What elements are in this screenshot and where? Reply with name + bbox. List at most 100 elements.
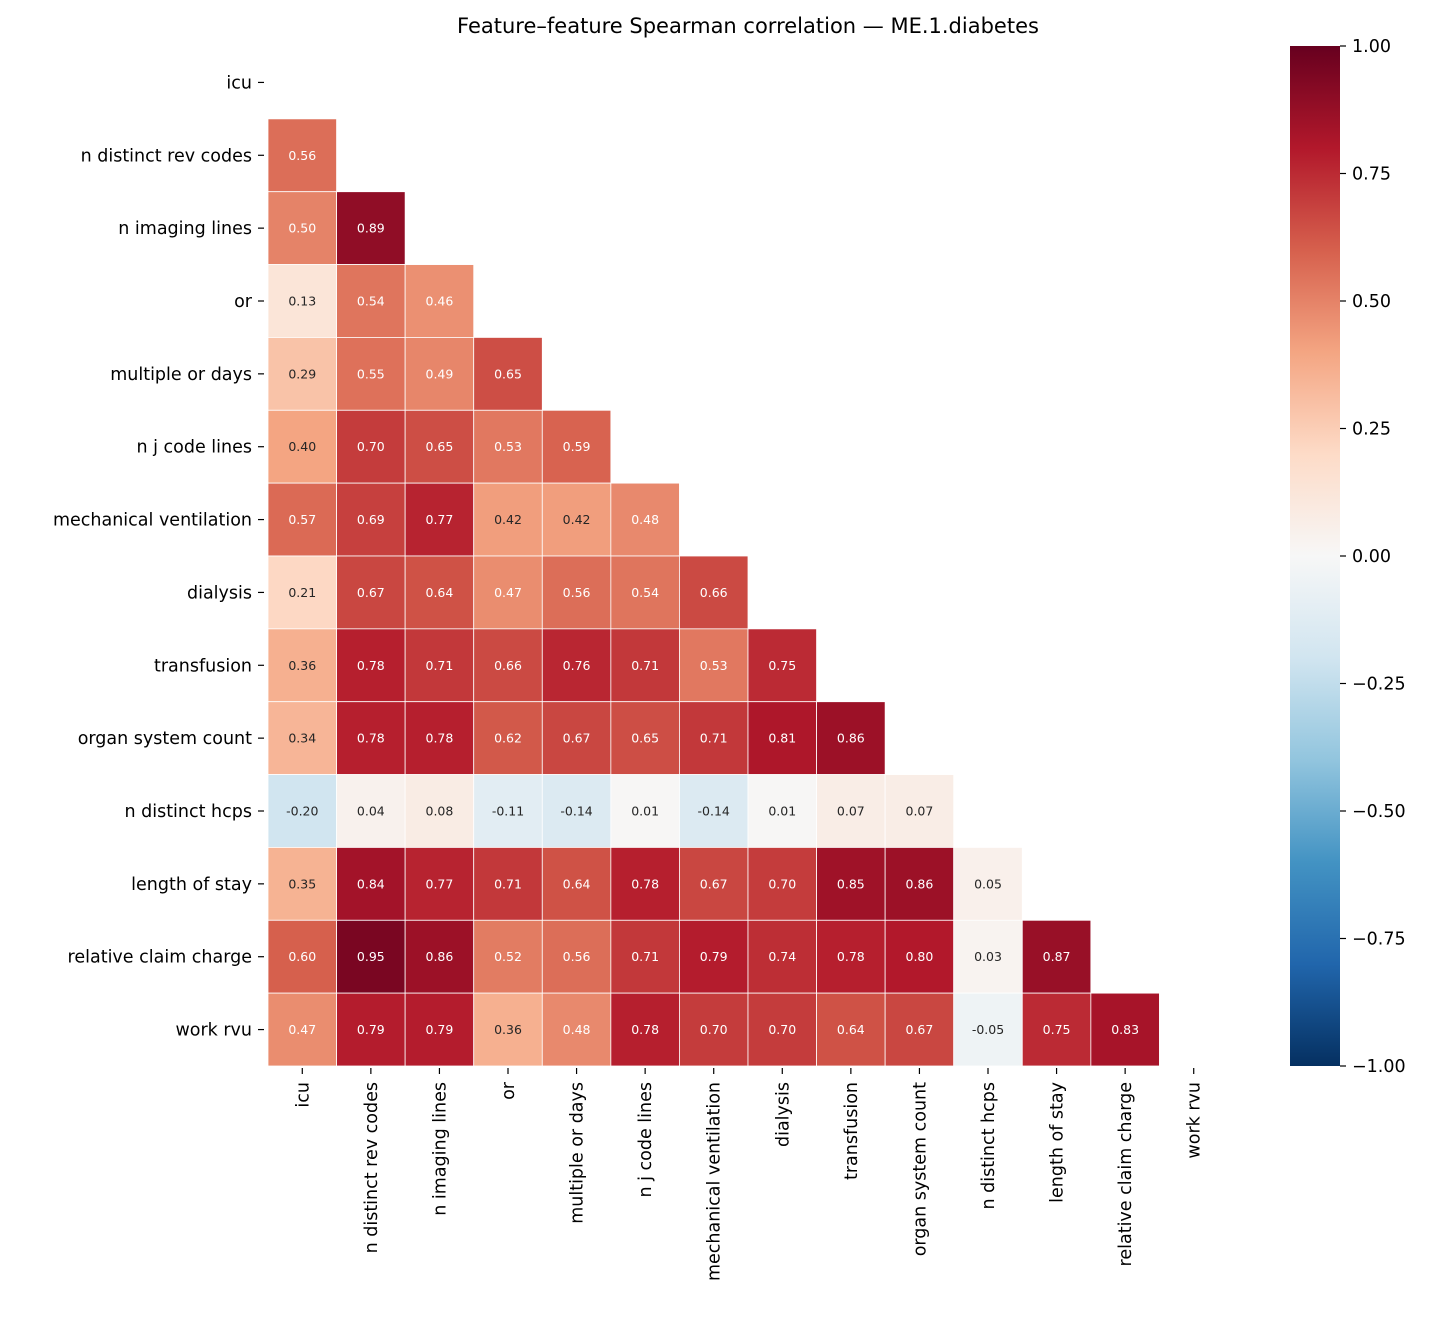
heatmap-cell xyxy=(747,992,817,1067)
colorbar-ticks: 1.00 0.75 0.50 0.25 0.00 −0.25 −0.50 −0.75 −1.00 xyxy=(1340,37,1406,1077)
cell-annotation: 0.13 xyxy=(288,294,316,309)
cell-annotation: 0.86 xyxy=(906,876,934,891)
cell-annotation: 0.79 xyxy=(357,1022,385,1037)
heatmap-cell xyxy=(267,992,337,1067)
heatmap-cell xyxy=(816,992,886,1067)
heatmap-cell xyxy=(747,919,817,994)
heatmap-cell xyxy=(541,409,612,484)
heatmap-cell xyxy=(473,555,543,630)
x-tick-label: n distinct hcps xyxy=(979,1082,999,1210)
cell-annotation: 0.64 xyxy=(426,585,454,600)
heatmap-cell xyxy=(473,409,543,484)
heatmap-cell xyxy=(267,191,337,265)
heatmap-cell xyxy=(404,774,475,848)
heatmap-cell xyxy=(336,701,406,775)
heatmap-cell xyxy=(816,847,886,921)
cell-annotation: 0.67 xyxy=(906,1022,934,1037)
heatmap-cell xyxy=(816,701,886,775)
cell-annotation: 0.70 xyxy=(768,1022,796,1037)
x-tick-label: n distinct rev codes xyxy=(362,1082,382,1253)
y-tick-label: n j code lines xyxy=(136,438,252,458)
heatmap-cell xyxy=(610,774,680,848)
heatmap-cell xyxy=(747,774,817,848)
heatmap-cell xyxy=(1090,992,1160,1067)
cell-annotation: 0.71 xyxy=(426,658,454,673)
heatmap-cell xyxy=(473,847,543,921)
heatmap-cell xyxy=(404,264,475,338)
cell-annotation: -0.14 xyxy=(560,804,592,819)
cell-annotation: 0.56 xyxy=(563,585,591,600)
colorbar-tick-label: −0.25 xyxy=(1352,675,1406,695)
cell-annotation: 0.64 xyxy=(563,876,591,891)
heatmap-cell xyxy=(679,919,749,994)
cell-annotation: 0.95 xyxy=(357,949,385,964)
cell-annotation: 0.40 xyxy=(288,439,316,454)
cell-annotation: 0.47 xyxy=(288,1022,316,1037)
heatmap-cell xyxy=(541,482,612,557)
cell-annotation: 0.64 xyxy=(837,1022,865,1037)
colorbar-tick-label: 0.75 xyxy=(1352,165,1391,185)
heatmap-cell xyxy=(404,919,475,994)
heatmap-cell xyxy=(953,992,1023,1067)
cell-annotation: 0.48 xyxy=(631,512,659,527)
x-tick-label: multiple or days xyxy=(568,1082,588,1224)
heatmap-cell xyxy=(404,409,475,484)
heatmap-cell xyxy=(404,992,475,1067)
cell-annotation: 0.70 xyxy=(357,439,385,454)
cell-annotation: 0.78 xyxy=(426,731,454,746)
cell-annotation: 0.50 xyxy=(288,221,316,236)
cell-annotation: 0.71 xyxy=(494,876,522,891)
heatmap-cell xyxy=(404,628,475,703)
cell-annotation: 0.86 xyxy=(837,731,865,746)
cell-annotation: -0.14 xyxy=(698,804,730,819)
heatmap-cell xyxy=(884,992,955,1067)
cell-annotation: -0.20 xyxy=(286,804,318,819)
cell-annotation: 0.21 xyxy=(288,585,316,600)
cell-annotation: 0.07 xyxy=(906,804,934,819)
y-tick-label: dialysis xyxy=(187,583,252,603)
heatmap-cell xyxy=(953,919,1023,994)
cell-annotation: 0.67 xyxy=(563,731,591,746)
heatmap-cell xyxy=(473,701,543,775)
cell-annotation: -0.05 xyxy=(972,1022,1004,1037)
cell-annotation: 0.67 xyxy=(700,876,728,891)
cell-annotation: 0.48 xyxy=(563,1022,591,1037)
x-tick-label: work rvu xyxy=(1185,1082,1205,1159)
cell-annotation: 0.75 xyxy=(768,658,796,673)
x-tick-label: relative claim charge xyxy=(1116,1082,1136,1266)
cell-annotation: 0.55 xyxy=(357,366,385,381)
cell-annotation: 0.29 xyxy=(288,366,316,381)
cell-annotation: 0.36 xyxy=(288,658,316,673)
x-tick-label: n j code lines xyxy=(636,1082,656,1198)
cell-annotation: 0.77 xyxy=(426,512,454,527)
heatmap-cell xyxy=(610,992,680,1067)
x-axis-labels: icu n distinct rev codes n imaging lines or… xyxy=(293,1068,1205,1281)
colorbar-tick-label: 0.00 xyxy=(1352,547,1391,567)
heatmap-cell xyxy=(267,482,337,557)
colorbar-tick-label: −0.75 xyxy=(1352,930,1406,950)
heatmap-cell xyxy=(1021,919,1092,994)
cell-annotation: 0.42 xyxy=(494,512,522,527)
cell-annotation: 0.78 xyxy=(837,949,865,964)
cell-annotation: 0.71 xyxy=(631,658,659,673)
cell-annotation: 0.56 xyxy=(288,148,316,163)
cell-annotation: 0.80 xyxy=(906,949,934,964)
heatmap-cell xyxy=(816,774,886,848)
cell-annotation: 0.05 xyxy=(974,876,1002,891)
cell-annotation: 0.87 xyxy=(1043,949,1071,964)
y-tick-label: transfusion xyxy=(154,656,252,676)
cell-annotation: 0.56 xyxy=(563,949,591,964)
heatmap-cell xyxy=(267,774,337,848)
heatmap-cell xyxy=(336,482,406,557)
heatmap-cells: 0.56 0.50 0.89 0.13 0.54 0.46 0.29 0.55 0.49 0.65… xyxy=(267,118,1160,1067)
y-tick-label: or xyxy=(234,292,253,312)
heatmap-cell xyxy=(267,118,337,193)
cell-annotation: 0.70 xyxy=(700,1022,728,1037)
cell-annotation: 0.53 xyxy=(494,439,522,454)
y-tick-label: relative claim charge xyxy=(68,948,252,968)
cell-annotation: 0.83 xyxy=(1111,1022,1139,1037)
x-tick-label: organ system count xyxy=(910,1082,930,1256)
heatmap-cell xyxy=(473,774,543,848)
heatmap-cell xyxy=(610,701,680,775)
